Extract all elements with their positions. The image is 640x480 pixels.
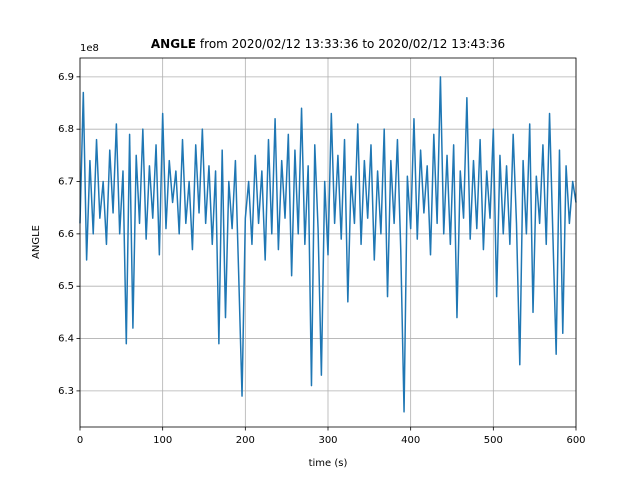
chart-title: ANGLE from 2020/02/12 13:33:36 to 2020/02… xyxy=(151,37,505,51)
y-tick-label: 6.7 xyxy=(58,177,74,188)
title-prefix: ANGLE xyxy=(151,37,196,51)
y-offset-label: 1e8 xyxy=(80,43,99,54)
y-tick-label: 6.4 xyxy=(58,334,74,345)
y-tick-label: 6.3 xyxy=(58,386,74,397)
y-axis-label: ANGLE xyxy=(31,225,42,259)
x-tick-label: 0 xyxy=(77,435,83,446)
y-tick-label: 6.6 xyxy=(58,229,74,240)
x-tick-label: 200 xyxy=(236,435,255,446)
x-tick-label: 300 xyxy=(318,435,337,446)
x-axis-label: time (s) xyxy=(309,458,348,469)
data-line xyxy=(79,76,577,413)
y-tick-label: 6.9 xyxy=(58,72,74,83)
x-tick-label: 500 xyxy=(484,435,503,446)
x-tick-label: 400 xyxy=(401,435,420,446)
axes-frame xyxy=(79,57,577,428)
title-rest: from 2020/02/12 13:33:36 to 2020/02/12 1… xyxy=(200,37,505,51)
x-tick-label: 100 xyxy=(153,435,172,446)
x-tick-label: 600 xyxy=(566,435,585,446)
y-tick-label: 6.5 xyxy=(58,281,74,292)
y-tick-label: 6.8 xyxy=(58,124,74,135)
